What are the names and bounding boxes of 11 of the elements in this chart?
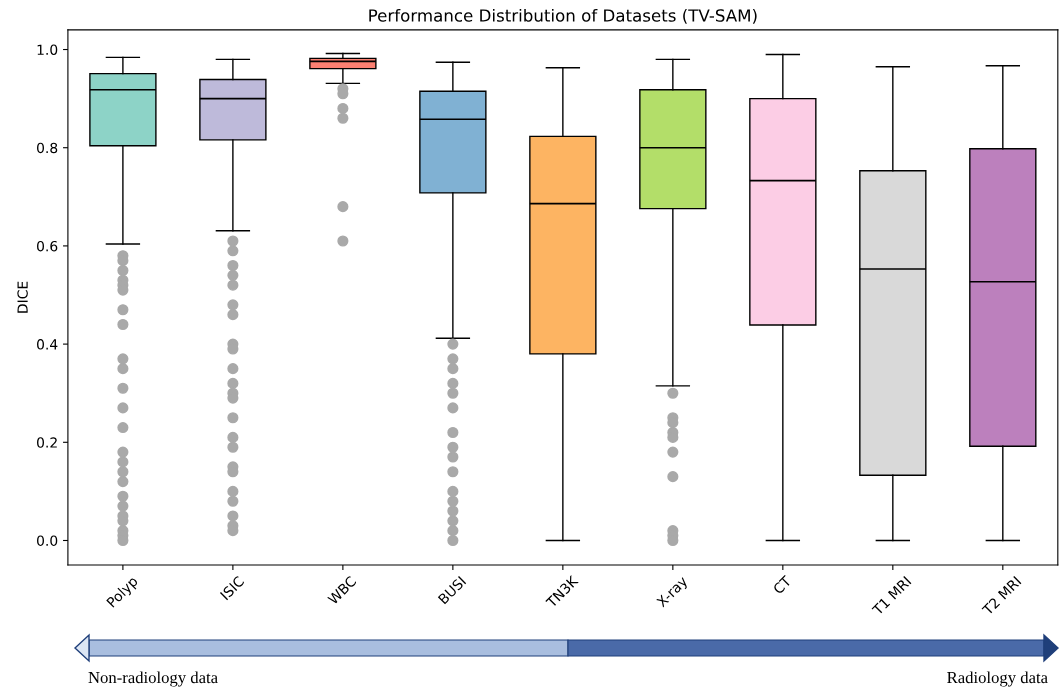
y-tick-label: 1.0	[37, 44, 58, 55]
y-tick-label: 0.2	[37, 437, 57, 448]
chart-title: Performance Distribution of Datasets (TV-SAM)	[369, 8, 757, 24]
text: Radiology data	[947, 671, 1048, 687]
x-tick-label: CT	[772, 574, 793, 595]
y-tick-label: 0.0	[37, 535, 58, 546]
y-axis-title: DICE	[17, 281, 28, 313]
text: Non-radiology data	[88, 671, 218, 687]
y-tick-label: 0.4	[37, 339, 58, 350]
y-tick-label: 0.6	[37, 240, 58, 252]
y-tick-label: 0.8	[37, 142, 58, 154]
